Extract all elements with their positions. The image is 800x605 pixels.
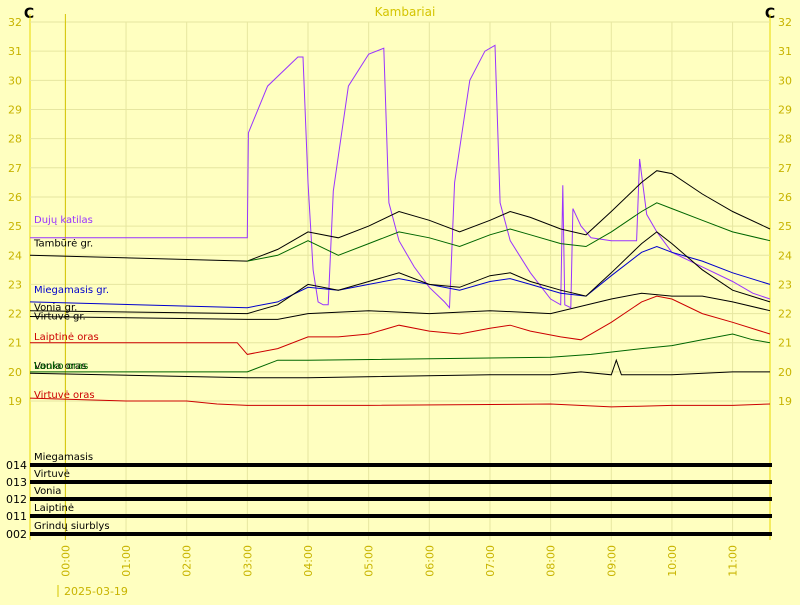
date-label: 2025-03-19 [64,585,128,598]
status-bar [30,532,772,536]
x-tick-label: 01:00 [120,545,133,577]
chart-title: Kambariai [375,5,436,19]
series-label: Dujų katilas [34,215,93,226]
series-line [30,333,771,373]
x-axis-ticks: 00:00 01:00 02:00 03:00 04:00 05:00 06:00 07:00… [59,545,739,577]
status-bar [30,480,772,484]
y-tick-label-right: 28 [778,133,792,146]
y-tick-label-left: 22 [8,308,22,321]
y-tick-label-left: 31 [8,45,22,58]
y-tick-label-right: 25 [778,220,792,233]
y-tick-label-right: 31 [778,45,792,58]
series-label: Lauko oras [34,361,88,372]
status-bar-label: Laiptinė [34,503,74,514]
series-label: Laiptinė oras [34,332,99,343]
status-bar-label: Vonia [34,486,61,497]
y-tick-label-right: 32 [778,16,792,29]
status-bar [30,463,772,467]
status-bar-code: 013 [6,476,27,489]
series-label: Vonia oras [34,361,86,372]
status-bars: Miegamasis 014 Virtuvė 013 Vonia 012 Laiptinė 0… [6,452,772,541]
y-tick-label-right: 20 [778,366,792,379]
y-tick-label-left: 25 [8,220,22,233]
series-line [29,245,771,309]
status-bar [30,514,772,518]
x-tick-label: 00:00 [59,545,72,577]
y-tick-label-right: 27 [778,162,792,175]
y-tick-label-right: 29 [778,103,792,116]
y-tick-label-left: 32 [8,16,22,29]
series-line [29,292,771,320]
y-tick-label-left: 29 [8,103,22,116]
x-tick-label: 06:00 [423,545,436,577]
x-tick-label: 11:00 [727,545,740,577]
x-tick-label: 02:00 [181,545,194,577]
y-tick-label-left: 26 [8,191,22,204]
series-lines [29,44,771,408]
x-tick-label: 09:00 [605,545,618,577]
y-tick-label-left: 30 [8,74,22,87]
x-tick-label: 04:00 [302,545,315,577]
y-tick-label-right: 21 [778,337,792,350]
status-bar-code: 012 [6,493,27,506]
x-tick-label: 10:00 [666,545,679,577]
y-tick-label-left: 24 [8,249,22,262]
series-label: Virtuvė oras [34,390,95,401]
y-tick-label-left: 28 [8,133,22,146]
status-bar-code: 002 [6,528,27,541]
y-tick-label-left: 20 [8,366,22,379]
series-labels: Dujų katilas Tambūrė gr. Miegamasis gr. Von… [33,215,109,401]
y-tick-label-right: 24 [778,249,792,262]
left-unit-label: C [24,6,34,22]
status-bar-code: 014 [6,459,27,472]
status-bar-label: Grindų siurblys [34,521,110,532]
y-tick-label-right: 23 [778,278,792,291]
y-tick-label-left: 21 [8,337,22,350]
y-tick-label-left: 19 [8,395,22,408]
y-tick-label-left: 27 [8,162,22,175]
y-tick-label-right: 26 [778,191,792,204]
x-tick-label: 08:00 [545,545,558,577]
status-bar-label: Virtuvė [34,469,70,480]
y-tick-label-left: 23 [8,278,22,291]
series-line [247,202,771,262]
y-tick-label-right: 30 [778,74,792,87]
series-line [30,295,771,355]
series-line [29,231,771,315]
x-tick-label: 05:00 [363,545,376,577]
status-bar-code: 011 [6,510,27,523]
series-line [29,397,771,408]
grid [29,14,771,540]
x-tick-label: 03:00 [241,545,254,577]
y-tick-label-right: 22 [778,308,792,321]
series-line [29,358,770,379]
status-bar-label: Miegamasis [34,452,93,463]
y-axis-ticks: 19 19 20 20 21 21 22 22 23 23 24 24 25 25 26 26 27 27 28 28… [8,16,792,408]
y-tick-label-right: 19 [778,395,792,408]
status-bar [30,497,772,501]
series-label: Vonia gr. [34,303,77,314]
x-tick-label: 07:00 [484,545,497,577]
series-label: Virtuvė gr. [34,311,86,322]
series-line [29,170,771,262]
series-label: Miegamasis gr. [34,285,109,296]
series-label: Tambūrė gr. [33,239,93,250]
